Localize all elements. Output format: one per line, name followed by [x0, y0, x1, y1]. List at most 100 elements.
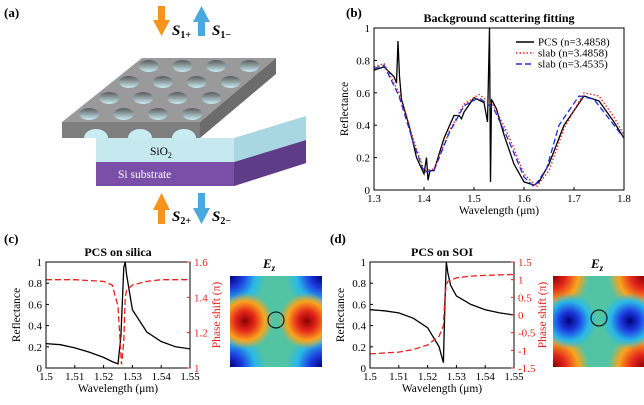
x-tick-label: 1.8 — [617, 193, 631, 205]
x-tick-label: 1.53 — [447, 371, 467, 383]
series-line-1 — [369, 261, 515, 363]
y-tick-label: 0 — [361, 363, 367, 375]
slab-hole — [99, 92, 120, 104]
slab-hole — [201, 92, 222, 104]
y-tick-label: 0 — [365, 185, 371, 197]
y-tick-label: 0.4 — [352, 321, 366, 333]
y2-tick-label: 0.5 — [518, 292, 532, 304]
y-tick-label: 0 — [37, 363, 43, 375]
x-axis-label: Wavelength (μm) — [78, 383, 158, 395]
y-tick-label: 0.2 — [28, 342, 42, 354]
slab-hole — [172, 60, 193, 72]
plot-frame — [373, 27, 625, 191]
series-line-2 — [369, 273, 515, 355]
field-map-d-label: Ez — [590, 256, 604, 273]
x-tick-label: 1.5 — [467, 193, 481, 205]
y2-tick-label: 1 — [518, 275, 524, 287]
y-tick-label: 0.6 — [356, 88, 370, 100]
y-tick-label: 0.8 — [28, 278, 42, 290]
y-tick-label: 1 — [37, 257, 43, 269]
chart-pcs-on-silica: PCS on silica 1.5 1.51 1.52 1.53 1.54 1.55 0 0.2… — [11, 245, 223, 395]
x-tick-label: 1.7 — [567, 193, 581, 205]
y-tick-label: 1 — [365, 23, 371, 35]
chart-title: PCS on SOI — [411, 245, 473, 259]
si-substrate — [96, 140, 306, 186]
slab-hole — [138, 60, 159, 72]
x-tick-label: 1.3 — [367, 193, 381, 205]
y-axis-label: Reflectance — [339, 82, 351, 136]
x-axis-label: Wavelength (μm) — [402, 383, 482, 395]
outgoing-arrow-top — [193, 6, 210, 36]
x-tick-label: 1.4 — [417, 193, 431, 205]
y2-axis-label: Phase shift (π) — [537, 282, 549, 349]
y2-tick-label: 1.4 — [194, 292, 208, 304]
sio2-label: SiO2 — [150, 146, 172, 160]
y-tick-label: 0.4 — [28, 321, 42, 333]
x-tick-label: 1.5 — [363, 371, 377, 383]
schematic: S1+ S1− Si substrate SiO2 — [62, 6, 306, 227]
hole-outline — [267, 311, 285, 329]
series-line-2 — [373, 62, 625, 188]
legend-entry: slab (n=3.4858) — [538, 48, 608, 60]
slab-hole — [152, 76, 173, 88]
x-tick-label: 1.51 — [389, 371, 408, 383]
hole-outline — [590, 309, 608, 327]
incident-arrow-bottom — [153, 193, 170, 224]
s1-plus-symbol: S1+ — [172, 23, 191, 41]
field-map-c-label: Ez — [262, 256, 276, 273]
x-tick-label: 1.51 — [65, 371, 84, 383]
field-map-d: Ez — [553, 256, 644, 367]
panel-label-a: (a) — [4, 5, 19, 20]
slab-hole — [133, 92, 154, 104]
series-line-1 — [45, 261, 191, 365]
x-tick-label: 1.52 — [94, 371, 113, 383]
y2-tick-label: -1 — [518, 345, 527, 357]
x-axis-label: Wavelength (μm) — [459, 205, 539, 217]
y2-tick-label: -0.5 — [518, 328, 536, 340]
legend-entry: slab (n=3.4535) — [538, 59, 608, 71]
slab-hole — [220, 76, 241, 88]
y2-tick-label: -1.5 — [518, 363, 536, 375]
y2-tick-label: 0 — [518, 310, 524, 322]
y-tick-label: 1 — [361, 257, 367, 269]
chart-title: Background scattering fitting — [423, 11, 574, 25]
x-tick-label: 1.54 — [476, 371, 496, 383]
chart-background-scattering: Background scattering fitting 1.3 1.4 1.5 1.… — [339, 11, 631, 217]
y2-tick-label: 1.2 — [194, 328, 208, 340]
outgoing-arrow-bottom — [193, 193, 210, 224]
panel-label-b: (b) — [346, 5, 362, 20]
x-tick-label: 1.53 — [123, 371, 143, 383]
silica-layer — [96, 116, 306, 162]
slab-hole — [113, 108, 134, 120]
s2-plus-symbol: S2+ — [172, 209, 191, 227]
y-tick-label: 0.2 — [352, 342, 366, 354]
panel-label-c: (c) — [4, 231, 18, 246]
incident-arrow-top — [153, 6, 170, 36]
slab-hole — [182, 108, 203, 120]
slab-hole — [167, 92, 188, 104]
slab-hole — [147, 108, 168, 120]
y-tick-label: 0.4 — [356, 120, 370, 132]
y-axis-label: Reflectance — [335, 288, 347, 342]
y2-tick-label: 1.6 — [194, 257, 208, 269]
panel-label-d: (d) — [330, 231, 346, 246]
x-tick-label: 1.5 — [39, 371, 53, 383]
y-tick-label: 0.6 — [28, 299, 42, 311]
photonic-crystal-slab — [62, 58, 276, 138]
y2-tick-label: 1.5 — [518, 257, 532, 269]
x-tick-label: 1.52 — [418, 371, 437, 383]
legend-entry: PCS (n=3.4858) — [538, 37, 610, 49]
slab-hole — [239, 60, 260, 72]
slab-hole — [206, 60, 227, 72]
series-line-2 — [46, 279, 190, 365]
y-tick-label: 0.6 — [352, 299, 366, 311]
x-tick-label: 1.6 — [517, 193, 531, 205]
s2-minus-symbol: S2− — [212, 209, 231, 227]
x-tick-label: 1.55 — [504, 371, 524, 383]
y-axis-label: Reflectance — [11, 288, 23, 342]
s1-minus-symbol: S1− — [212, 23, 231, 41]
slab-hole — [118, 76, 139, 88]
si-substrate-label: Si substrate — [118, 169, 171, 181]
